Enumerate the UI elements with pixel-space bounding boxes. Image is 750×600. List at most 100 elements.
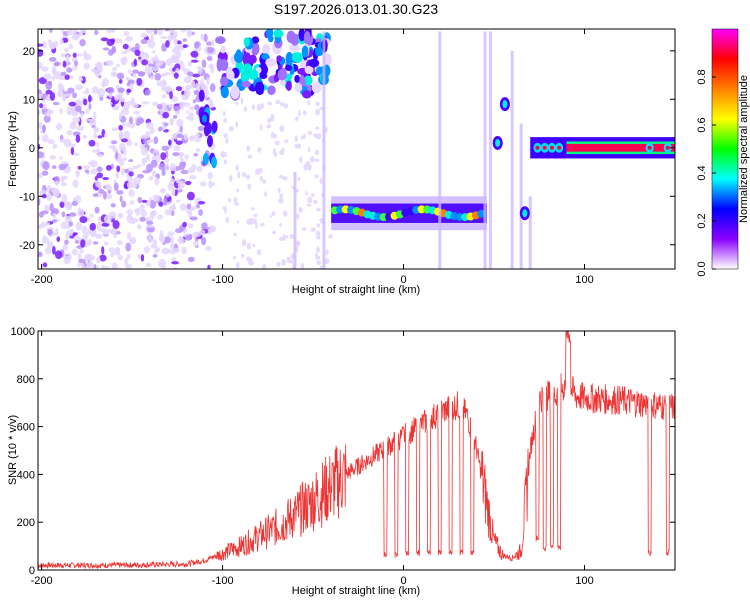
faint-speckle bbox=[314, 158, 320, 163]
noise-speckle bbox=[154, 249, 159, 254]
upper-band-blob bbox=[215, 36, 226, 44]
noise-speckle bbox=[151, 57, 160, 62]
noise-speckle bbox=[110, 203, 116, 208]
faint-speckle bbox=[260, 102, 264, 110]
noise-speckle bbox=[186, 203, 192, 210]
noise-speckle bbox=[80, 266, 89, 269]
noise-speckle bbox=[145, 262, 152, 267]
snr-background bbox=[38, 331, 675, 570]
faint-speckle bbox=[259, 222, 265, 227]
noise-speckle bbox=[94, 206, 100, 214]
faint-speckle bbox=[314, 149, 320, 155]
noise-speckle bbox=[38, 251, 43, 257]
noise-speckle bbox=[52, 189, 60, 194]
noise-speckle bbox=[170, 236, 174, 245]
noise-speckle bbox=[127, 69, 132, 74]
noise-speckle bbox=[127, 138, 131, 144]
faint-speckle bbox=[246, 145, 251, 152]
faint-speckle bbox=[279, 193, 284, 200]
noise-speckle bbox=[173, 72, 179, 79]
snr-y-label: SNR (10 * v/v) bbox=[7, 415, 19, 485]
transition-blob bbox=[206, 135, 213, 148]
noise-speckle bbox=[45, 80, 53, 90]
snr-marks bbox=[38, 331, 675, 570]
noise-speckle bbox=[71, 248, 78, 256]
noise-speckle bbox=[140, 209, 147, 217]
noise-speckle bbox=[112, 144, 116, 150]
noise-speckle bbox=[141, 199, 148, 203]
noise-speckle bbox=[210, 64, 215, 74]
noise-speckle bbox=[201, 59, 207, 68]
noise-speckle bbox=[116, 72, 125, 80]
lower-band-blob bbox=[477, 209, 486, 218]
noise-speckle bbox=[52, 245, 56, 255]
signal-cluster-core bbox=[502, 100, 508, 109]
faint-speckle bbox=[259, 175, 264, 182]
noise-speckle bbox=[94, 176, 98, 181]
noise-speckle bbox=[145, 29, 154, 34]
noise-speckle bbox=[112, 45, 117, 54]
upper-band-blob bbox=[285, 80, 292, 92]
noise-speckle bbox=[201, 237, 207, 246]
upper-band-blob bbox=[304, 65, 314, 75]
faint-speckle bbox=[279, 149, 285, 156]
faint-speckle bbox=[227, 197, 232, 203]
noise-speckle bbox=[116, 190, 124, 195]
carrier-knot-core bbox=[665, 145, 670, 150]
faint-speckle bbox=[222, 111, 226, 116]
noise-speckle bbox=[164, 236, 171, 244]
noise-speckle bbox=[125, 242, 132, 252]
noise-speckle bbox=[132, 69, 139, 74]
faint-speckle bbox=[236, 188, 240, 193]
x-tick-label: 100 bbox=[575, 274, 593, 286]
noise-speckle bbox=[107, 190, 112, 194]
noise-speckle bbox=[72, 179, 79, 188]
noise-speckle bbox=[83, 165, 91, 170]
x-tick-label: -100 bbox=[212, 274, 234, 286]
faint-speckle bbox=[256, 104, 262, 111]
snr-y-ticks: 0 200 400 600 800 1000 bbox=[11, 326, 675, 577]
faint-speckle bbox=[272, 133, 277, 139]
faint-speckle bbox=[275, 99, 281, 105]
noise-speckle bbox=[38, 77, 47, 85]
noise-speckle bbox=[38, 151, 44, 159]
noise-speckle bbox=[97, 153, 104, 158]
noise-speckle bbox=[200, 181, 207, 187]
noise-speckle bbox=[56, 123, 62, 131]
y-tick-label: 1000 bbox=[11, 326, 35, 338]
noise-speckle bbox=[38, 224, 44, 229]
noise-speckle bbox=[67, 87, 75, 94]
upper-band-blob bbox=[294, 82, 303, 93]
faint-speckle bbox=[248, 217, 255, 225]
noise-speckle bbox=[125, 76, 130, 81]
noise-speckle bbox=[126, 253, 131, 260]
noise-speckle bbox=[55, 228, 59, 236]
faint-speckle bbox=[247, 257, 253, 264]
noise-speckle bbox=[49, 57, 57, 62]
noise-speckle bbox=[118, 130, 124, 139]
noise-speckle bbox=[178, 237, 185, 244]
transition-blob bbox=[198, 89, 205, 102]
noise-speckle bbox=[128, 159, 134, 163]
noise-speckle bbox=[106, 86, 115, 94]
noise-speckle bbox=[74, 239, 79, 244]
transition-blob bbox=[210, 156, 217, 169]
noise-speckle bbox=[158, 258, 167, 268]
noise-speckle bbox=[64, 47, 69, 53]
noise-speckle bbox=[126, 175, 134, 183]
noise-speckle bbox=[52, 101, 60, 106]
noise-speckle bbox=[72, 52, 77, 58]
noise-speckle bbox=[72, 65, 78, 71]
noise-speckle bbox=[182, 102, 191, 107]
upper-band-blob bbox=[302, 90, 312, 99]
upper-band-blob bbox=[241, 80, 252, 88]
noise-speckle bbox=[41, 134, 49, 143]
faint-speckle bbox=[279, 124, 285, 132]
noise-speckle bbox=[59, 156, 63, 160]
noise-speckle bbox=[189, 216, 198, 221]
faint-speckle bbox=[316, 234, 321, 240]
noise-speckle bbox=[94, 29, 99, 36]
noise-speckle bbox=[168, 29, 176, 34]
noise-speckle bbox=[102, 176, 109, 181]
y-tick-label: 20 bbox=[23, 46, 35, 58]
